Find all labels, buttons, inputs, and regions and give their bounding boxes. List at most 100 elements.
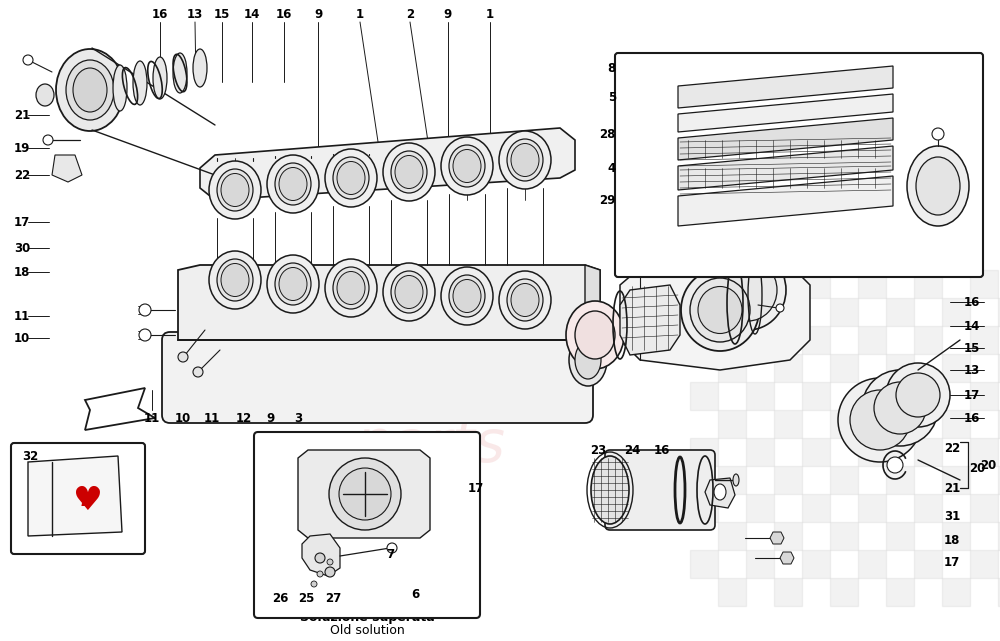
Bar bbox=[942, 522, 970, 550]
Polygon shape bbox=[585, 265, 600, 345]
Bar bbox=[690, 326, 718, 354]
Circle shape bbox=[387, 543, 397, 553]
Ellipse shape bbox=[719, 259, 777, 321]
Bar bbox=[802, 438, 830, 466]
Bar bbox=[914, 550, 942, 578]
Bar bbox=[746, 270, 774, 298]
Bar bbox=[746, 494, 774, 522]
Ellipse shape bbox=[862, 370, 938, 446]
Text: 16: 16 bbox=[152, 8, 168, 21]
Ellipse shape bbox=[391, 271, 427, 313]
Circle shape bbox=[139, 304, 151, 316]
Bar bbox=[998, 410, 1000, 438]
Bar bbox=[942, 578, 970, 606]
Ellipse shape bbox=[217, 259, 253, 301]
Text: 9: 9 bbox=[444, 8, 452, 21]
Text: 15: 15 bbox=[964, 342, 980, 354]
Bar bbox=[774, 466, 802, 494]
Bar bbox=[830, 466, 858, 494]
Ellipse shape bbox=[511, 144, 539, 176]
Text: 25: 25 bbox=[298, 592, 314, 604]
Bar bbox=[942, 298, 970, 326]
FancyBboxPatch shape bbox=[162, 332, 593, 423]
Bar bbox=[858, 382, 886, 410]
Ellipse shape bbox=[217, 169, 253, 211]
Bar bbox=[746, 438, 774, 466]
Bar bbox=[774, 410, 802, 438]
Ellipse shape bbox=[153, 57, 167, 99]
Polygon shape bbox=[302, 534, 340, 576]
Ellipse shape bbox=[733, 474, 739, 486]
Text: 11: 11 bbox=[144, 412, 160, 424]
Ellipse shape bbox=[850, 390, 910, 450]
Text: 16: 16 bbox=[654, 444, 670, 456]
Text: 1: 1 bbox=[356, 8, 364, 21]
Bar bbox=[690, 438, 718, 466]
Bar bbox=[858, 438, 886, 466]
Text: ♥: ♥ bbox=[72, 483, 102, 517]
Text: Soluzione superata: Soluzione superata bbox=[300, 612, 434, 624]
Bar bbox=[942, 354, 970, 382]
Bar bbox=[774, 522, 802, 550]
Ellipse shape bbox=[441, 137, 493, 195]
Text: 11: 11 bbox=[14, 310, 30, 322]
Text: 10: 10 bbox=[14, 331, 30, 344]
Ellipse shape bbox=[275, 163, 311, 205]
Text: 18: 18 bbox=[14, 265, 30, 278]
Circle shape bbox=[193, 367, 203, 377]
Ellipse shape bbox=[279, 167, 307, 201]
Bar bbox=[970, 270, 998, 298]
Polygon shape bbox=[298, 450, 430, 538]
Bar bbox=[830, 522, 858, 550]
Text: 5: 5 bbox=[608, 90, 616, 103]
Text: 16: 16 bbox=[276, 8, 292, 21]
Text: 16: 16 bbox=[964, 412, 980, 424]
Polygon shape bbox=[678, 94, 893, 132]
Text: 20: 20 bbox=[980, 458, 996, 472]
Text: 10: 10 bbox=[175, 412, 191, 424]
Circle shape bbox=[315, 553, 325, 563]
Polygon shape bbox=[780, 552, 794, 564]
Ellipse shape bbox=[36, 84, 54, 106]
Text: Old solution: Old solution bbox=[330, 624, 404, 637]
Ellipse shape bbox=[874, 382, 926, 434]
Text: 24: 24 bbox=[624, 444, 640, 456]
Bar bbox=[998, 354, 1000, 382]
Text: 15: 15 bbox=[214, 8, 230, 21]
Polygon shape bbox=[705, 478, 735, 508]
Polygon shape bbox=[200, 128, 575, 200]
Polygon shape bbox=[678, 66, 893, 108]
Bar bbox=[914, 326, 942, 354]
Ellipse shape bbox=[449, 145, 485, 187]
Bar bbox=[830, 578, 858, 606]
Polygon shape bbox=[620, 255, 810, 370]
Ellipse shape bbox=[383, 143, 435, 201]
Ellipse shape bbox=[133, 61, 147, 105]
Bar bbox=[690, 270, 718, 298]
Ellipse shape bbox=[209, 251, 261, 309]
Ellipse shape bbox=[209, 161, 261, 219]
Text: 27: 27 bbox=[325, 592, 341, 604]
Ellipse shape bbox=[395, 276, 423, 308]
Bar bbox=[970, 382, 998, 410]
Ellipse shape bbox=[337, 272, 365, 304]
FancyBboxPatch shape bbox=[11, 443, 145, 554]
Circle shape bbox=[327, 559, 333, 565]
Bar bbox=[718, 354, 746, 382]
Circle shape bbox=[887, 457, 903, 473]
Bar bbox=[774, 298, 802, 326]
Polygon shape bbox=[770, 532, 784, 544]
Ellipse shape bbox=[690, 278, 750, 342]
Bar bbox=[802, 550, 830, 578]
Ellipse shape bbox=[267, 255, 319, 313]
Text: 31: 31 bbox=[944, 510, 960, 522]
Circle shape bbox=[325, 567, 335, 577]
Bar bbox=[746, 550, 774, 578]
Ellipse shape bbox=[391, 151, 427, 193]
Text: 17: 17 bbox=[14, 215, 30, 228]
Ellipse shape bbox=[56, 49, 124, 131]
Text: 21: 21 bbox=[14, 108, 30, 122]
Bar bbox=[886, 298, 914, 326]
Ellipse shape bbox=[267, 155, 319, 213]
Bar bbox=[998, 466, 1000, 494]
